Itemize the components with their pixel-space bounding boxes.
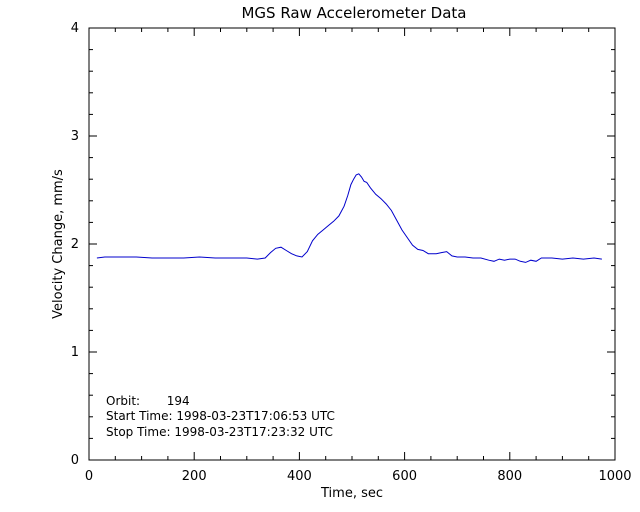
orbit-annotation: Orbit: 194 <box>106 394 190 408</box>
stop-time-annotation: Stop Time: 1998-03-23T17:23:32 UTC <box>106 425 333 439</box>
x-tick-label: 400 <box>287 469 312 484</box>
x-tick-label: 800 <box>497 469 522 484</box>
x-tick-label: 200 <box>182 469 207 484</box>
x-tick-label: 1000 <box>598 469 631 484</box>
y-axis-ticks <box>89 27 615 461</box>
x-axis-label: Time, sec <box>320 486 383 501</box>
x-tick-label: 600 <box>392 469 417 484</box>
y-tick-label: 1 <box>71 345 79 360</box>
y-axis-tick-labels: 0 1 2 3 4 <box>71 21 79 468</box>
chart-title: MGS Raw Accelerometer Data <box>241 4 466 22</box>
x-tick-label: 0 <box>85 469 93 484</box>
x-axis-ticks <box>88 28 616 460</box>
y-axis-label: Velocity Change, mm/s <box>51 169 66 319</box>
y-tick-label: 4 <box>71 21 79 36</box>
y-tick-label: 3 <box>71 129 79 144</box>
x-axis-tick-labels: 0 200 400 600 800 1000 <box>85 469 632 484</box>
start-time-annotation: Start Time: 1998-03-23T17:06:53 UTC <box>106 409 335 423</box>
velocity-change-line <box>96 173 602 263</box>
y-tick-label: 0 <box>71 453 79 468</box>
y-tick-label: 2 <box>71 237 79 252</box>
